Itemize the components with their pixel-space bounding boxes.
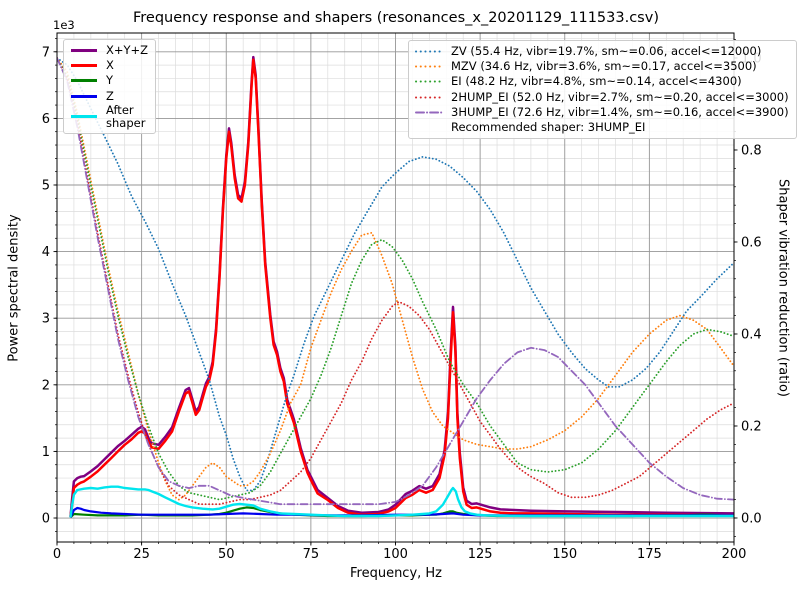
y-left-tick-label: 4 — [42, 245, 50, 260]
y-left-tick-label: 0 — [42, 512, 50, 527]
legend-item-x: X — [69, 58, 148, 73]
legend-item-z: Z — [69, 89, 148, 104]
legend-label: X — [106, 58, 114, 73]
legend-shapers: ZV (55.4 Hz, vibr=19.7%, sm~=0.06, accel… — [408, 40, 797, 140]
legend-label: Y — [106, 73, 114, 88]
legend-label: X+Y+Z — [106, 43, 149, 58]
y-left-tick-label: 1 — [42, 445, 50, 460]
y-left-tick-label: 7 — [42, 45, 50, 60]
legend-item-2hump-ei: 2HUMP_EI (52.0 Hz, vibr=2.7%, sm~=0.20, … — [414, 90, 789, 105]
curves — [57, 55, 734, 519]
legend-label: ZV (55.4 Hz, vibr=19.7%, sm~=0.06, accel… — [451, 44, 762, 59]
y-right-tick-label: 0.2 — [741, 419, 762, 434]
x-axis-label: Frequency, Hz — [349, 566, 443, 581]
chart-title: Frequency response and shapers (resonanc… — [133, 10, 659, 26]
legend-label: 3HUMP_EI (72.6 Hz, vibr=1.4%, sm~=0.16, … — [451, 104, 789, 119]
legend-item-ei: EI (48.2 Hz, vibr=4.8%, sm~=0.14, accel<… — [414, 74, 789, 89]
y-axis-label-left: Power spectral density — [6, 214, 22, 362]
dotted-swatch-icon — [415, 80, 443, 83]
y-right-tick-label: 0.6 — [741, 235, 762, 250]
x-tick-label: 125 — [468, 547, 493, 562]
legend-recommended-shaper: Recommended shaper: 3HUMP_EI — [414, 120, 789, 135]
y-left-tick-label: 3 — [42, 312, 50, 327]
x-tick-label: 175 — [637, 547, 662, 562]
dotted-swatch-icon — [415, 96, 443, 99]
legend-item-zv: ZV (55.4 Hz, vibr=19.7%, sm~=0.06, accel… — [414, 44, 789, 59]
series-shaper-zv — [57, 57, 734, 492]
line-swatch-icon — [71, 64, 97, 68]
legend-item-y: Y — [69, 73, 148, 88]
series-psd-after-shaper — [69, 485, 734, 518]
line-swatch-icon — [71, 94, 97, 98]
line-swatch-icon — [71, 49, 97, 53]
x-tick-label: 25 — [133, 547, 150, 562]
line-swatch-icon — [71, 79, 97, 83]
legend-item-3hump-ei: 3HUMP_EI (72.6 Hz, vibr=1.4%, sm~=0.16, … — [414, 105, 789, 120]
y-left-tick-label: 5 — [42, 178, 50, 193]
x-tick-label: 75 — [303, 547, 320, 562]
legend-item-after-shaper: After shaper — [69, 102, 148, 130]
y-axis-label-right: Shaper vibration reduction (ratio) — [775, 179, 791, 397]
y-right-tick-label: 0.0 — [741, 511, 762, 526]
x-tick-label: 100 — [383, 547, 408, 562]
line-swatch-icon — [71, 115, 97, 119]
legend-label: After shaper — [106, 102, 146, 130]
series-shaper-ei — [57, 57, 734, 501]
legend-label: 2HUMP_EI (52.0 Hz, vibr=2.7%, sm~=0.20, … — [451, 89, 789, 104]
y-right-tick-label: 0.8 — [741, 143, 762, 158]
y-left-tick-label: 2 — [42, 378, 50, 393]
series-psd-z — [69, 506, 734, 518]
legend-label: Z — [106, 88, 114, 103]
recommended-shaper-text: Recommended shaper: 3HUMP_EI — [451, 120, 646, 135]
dashdot-swatch-icon — [415, 111, 443, 114]
legend-label: EI (48.2 Hz, vibr=4.8%, sm~=0.14, accel<… — [451, 74, 742, 89]
y-axis-multiplier: 1e3 — [53, 18, 75, 32]
legend-psd: X+Y+Z X Y Z After shaper — [63, 39, 157, 134]
y-right-tick-label: 0.4 — [741, 327, 762, 342]
x-tick-label: 50 — [218, 547, 235, 562]
series-shaper-3hump-ei — [57, 57, 734, 506]
legend-item-x-y-z: X+Y+Z — [69, 43, 148, 58]
legend-label: MZV (34.6 Hz, vibr=3.6%, sm~=0.17, accel… — [451, 59, 757, 74]
dotted-swatch-icon — [415, 50, 443, 53]
x-tick-label: 0 — [53, 547, 61, 562]
x-tick-label: 150 — [552, 547, 577, 562]
series-shaper-2hump-ei — [57, 57, 734, 506]
dotted-swatch-icon — [415, 65, 443, 68]
series-shaper-mzv — [57, 57, 734, 501]
legend-item-mzv: MZV (34.6 Hz, vibr=3.6%, sm~=0.17, accel… — [414, 59, 789, 74]
x-tick-label: 200 — [722, 547, 747, 562]
y-left-tick-label: 6 — [42, 112, 50, 127]
ticks — [53, 38, 738, 546]
